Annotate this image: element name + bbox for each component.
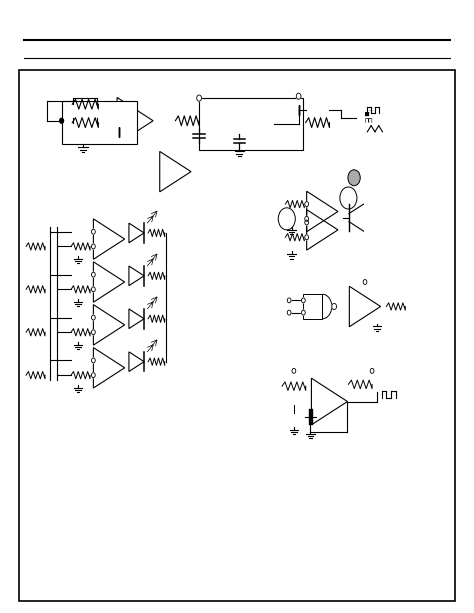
- Circle shape: [91, 272, 95, 277]
- FancyBboxPatch shape: [19, 70, 455, 601]
- Circle shape: [91, 229, 95, 234]
- Circle shape: [296, 93, 301, 99]
- Circle shape: [287, 298, 291, 303]
- Bar: [62, 101, 137, 144]
- Circle shape: [91, 373, 95, 378]
- Bar: [199, 98, 303, 150]
- Circle shape: [370, 368, 374, 373]
- Circle shape: [287, 310, 291, 315]
- Circle shape: [60, 118, 64, 123]
- Circle shape: [363, 280, 367, 284]
- Circle shape: [301, 298, 305, 303]
- Bar: [303, 294, 322, 319]
- Circle shape: [91, 287, 95, 292]
- Circle shape: [91, 315, 95, 320]
- Circle shape: [305, 235, 309, 240]
- Text: ■‾
⊓⊓: ■‾ ⊓⊓: [365, 111, 374, 124]
- Circle shape: [197, 95, 201, 101]
- Circle shape: [91, 358, 95, 363]
- Circle shape: [91, 330, 95, 335]
- Circle shape: [305, 220, 309, 225]
- Circle shape: [348, 170, 360, 186]
- Circle shape: [91, 244, 95, 249]
- Circle shape: [301, 310, 305, 315]
- Circle shape: [305, 216, 309, 221]
- Circle shape: [332, 303, 337, 310]
- Circle shape: [292, 368, 296, 373]
- Circle shape: [305, 202, 309, 207]
